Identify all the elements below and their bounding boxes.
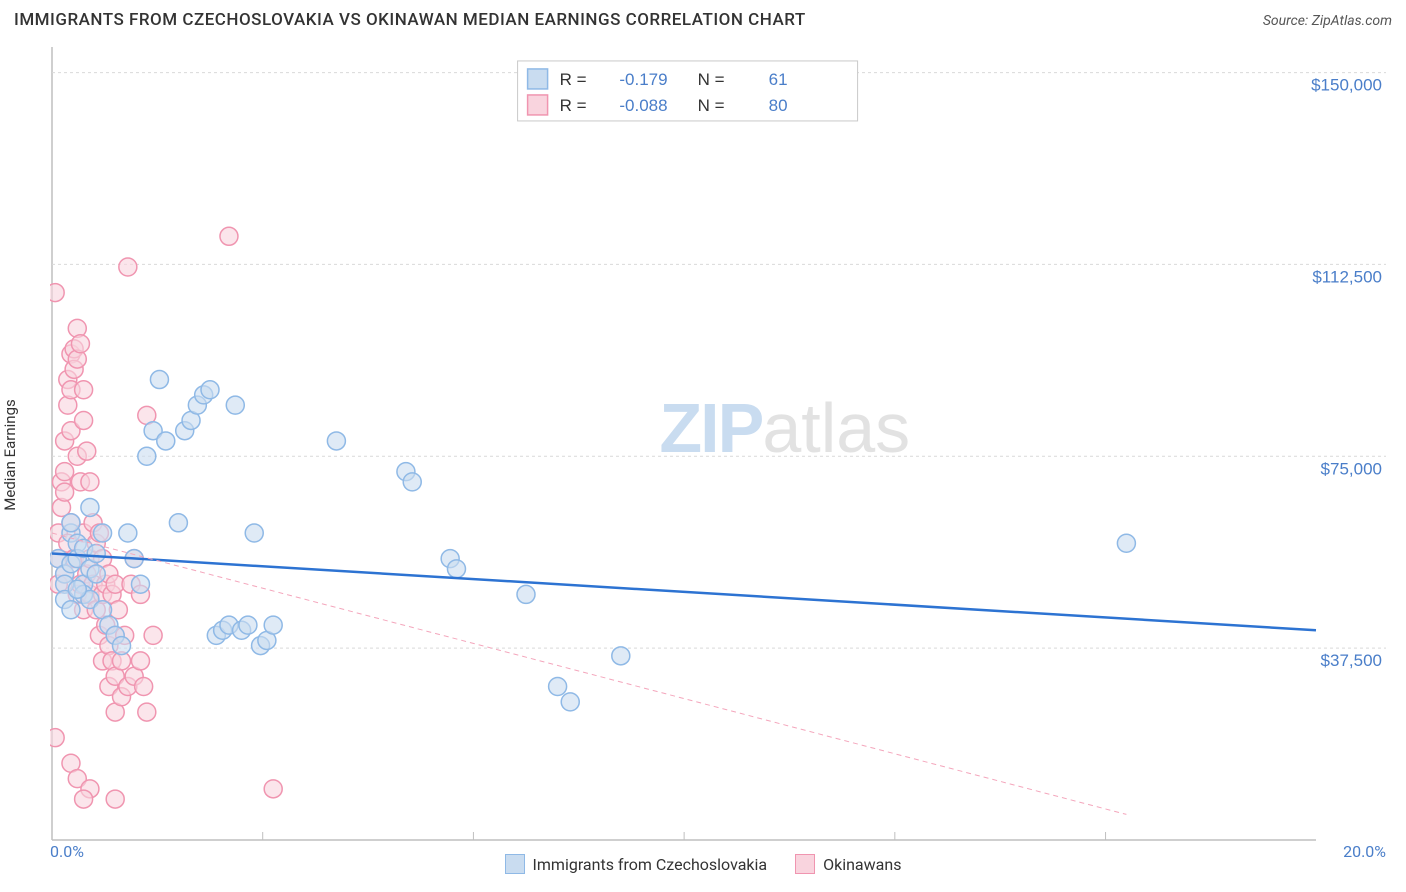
scatter-chart-svg: $37,500 $75,000 $112,500 $150,000 R = -0.179 N… [50, 45, 1386, 842]
legend-label-series1: Immigrants from Czechoslovakia [533, 855, 768, 874]
svg-text:N =: N = [698, 70, 725, 89]
legend: Immigrants from Czechoslovakia Okinawans [0, 854, 1406, 878]
svg-text:N =: N = [698, 96, 725, 115]
svg-text:-0.088: -0.088 [619, 96, 667, 115]
source-attribution: Source: ZipAtlas.com [1263, 13, 1392, 29]
svg-text:$75,000: $75,000 [1321, 459, 1382, 478]
svg-text:R =: R = [560, 70, 587, 89]
svg-text:$112,500: $112,500 [1312, 267, 1382, 286]
legend-swatch-pink [795, 854, 815, 874]
chart-title: IMMIGRANTS FROM CZECHOSLOVAKIA VS OKINAW… [14, 10, 806, 30]
svg-text:R =: R = [560, 96, 587, 115]
legend-label-series2: Okinawans [823, 855, 901, 874]
legend-item-series1: Immigrants from Czechoslovakia [505, 854, 768, 874]
chart-plot-area: $37,500 $75,000 $112,500 $150,000 R = -0.179 N… [50, 45, 1386, 842]
legend-swatch-blue [505, 854, 525, 874]
svg-text:$150,000: $150,000 [1311, 76, 1382, 95]
svg-text:61: 61 [769, 70, 788, 89]
y-axis-label: Median Earnings [1, 399, 19, 510]
legend-item-series2: Okinawans [795, 854, 901, 874]
svg-text:-0.179: -0.179 [619, 70, 667, 89]
svg-text:80: 80 [769, 96, 788, 115]
svg-text:$37,500: $37,500 [1321, 651, 1382, 670]
